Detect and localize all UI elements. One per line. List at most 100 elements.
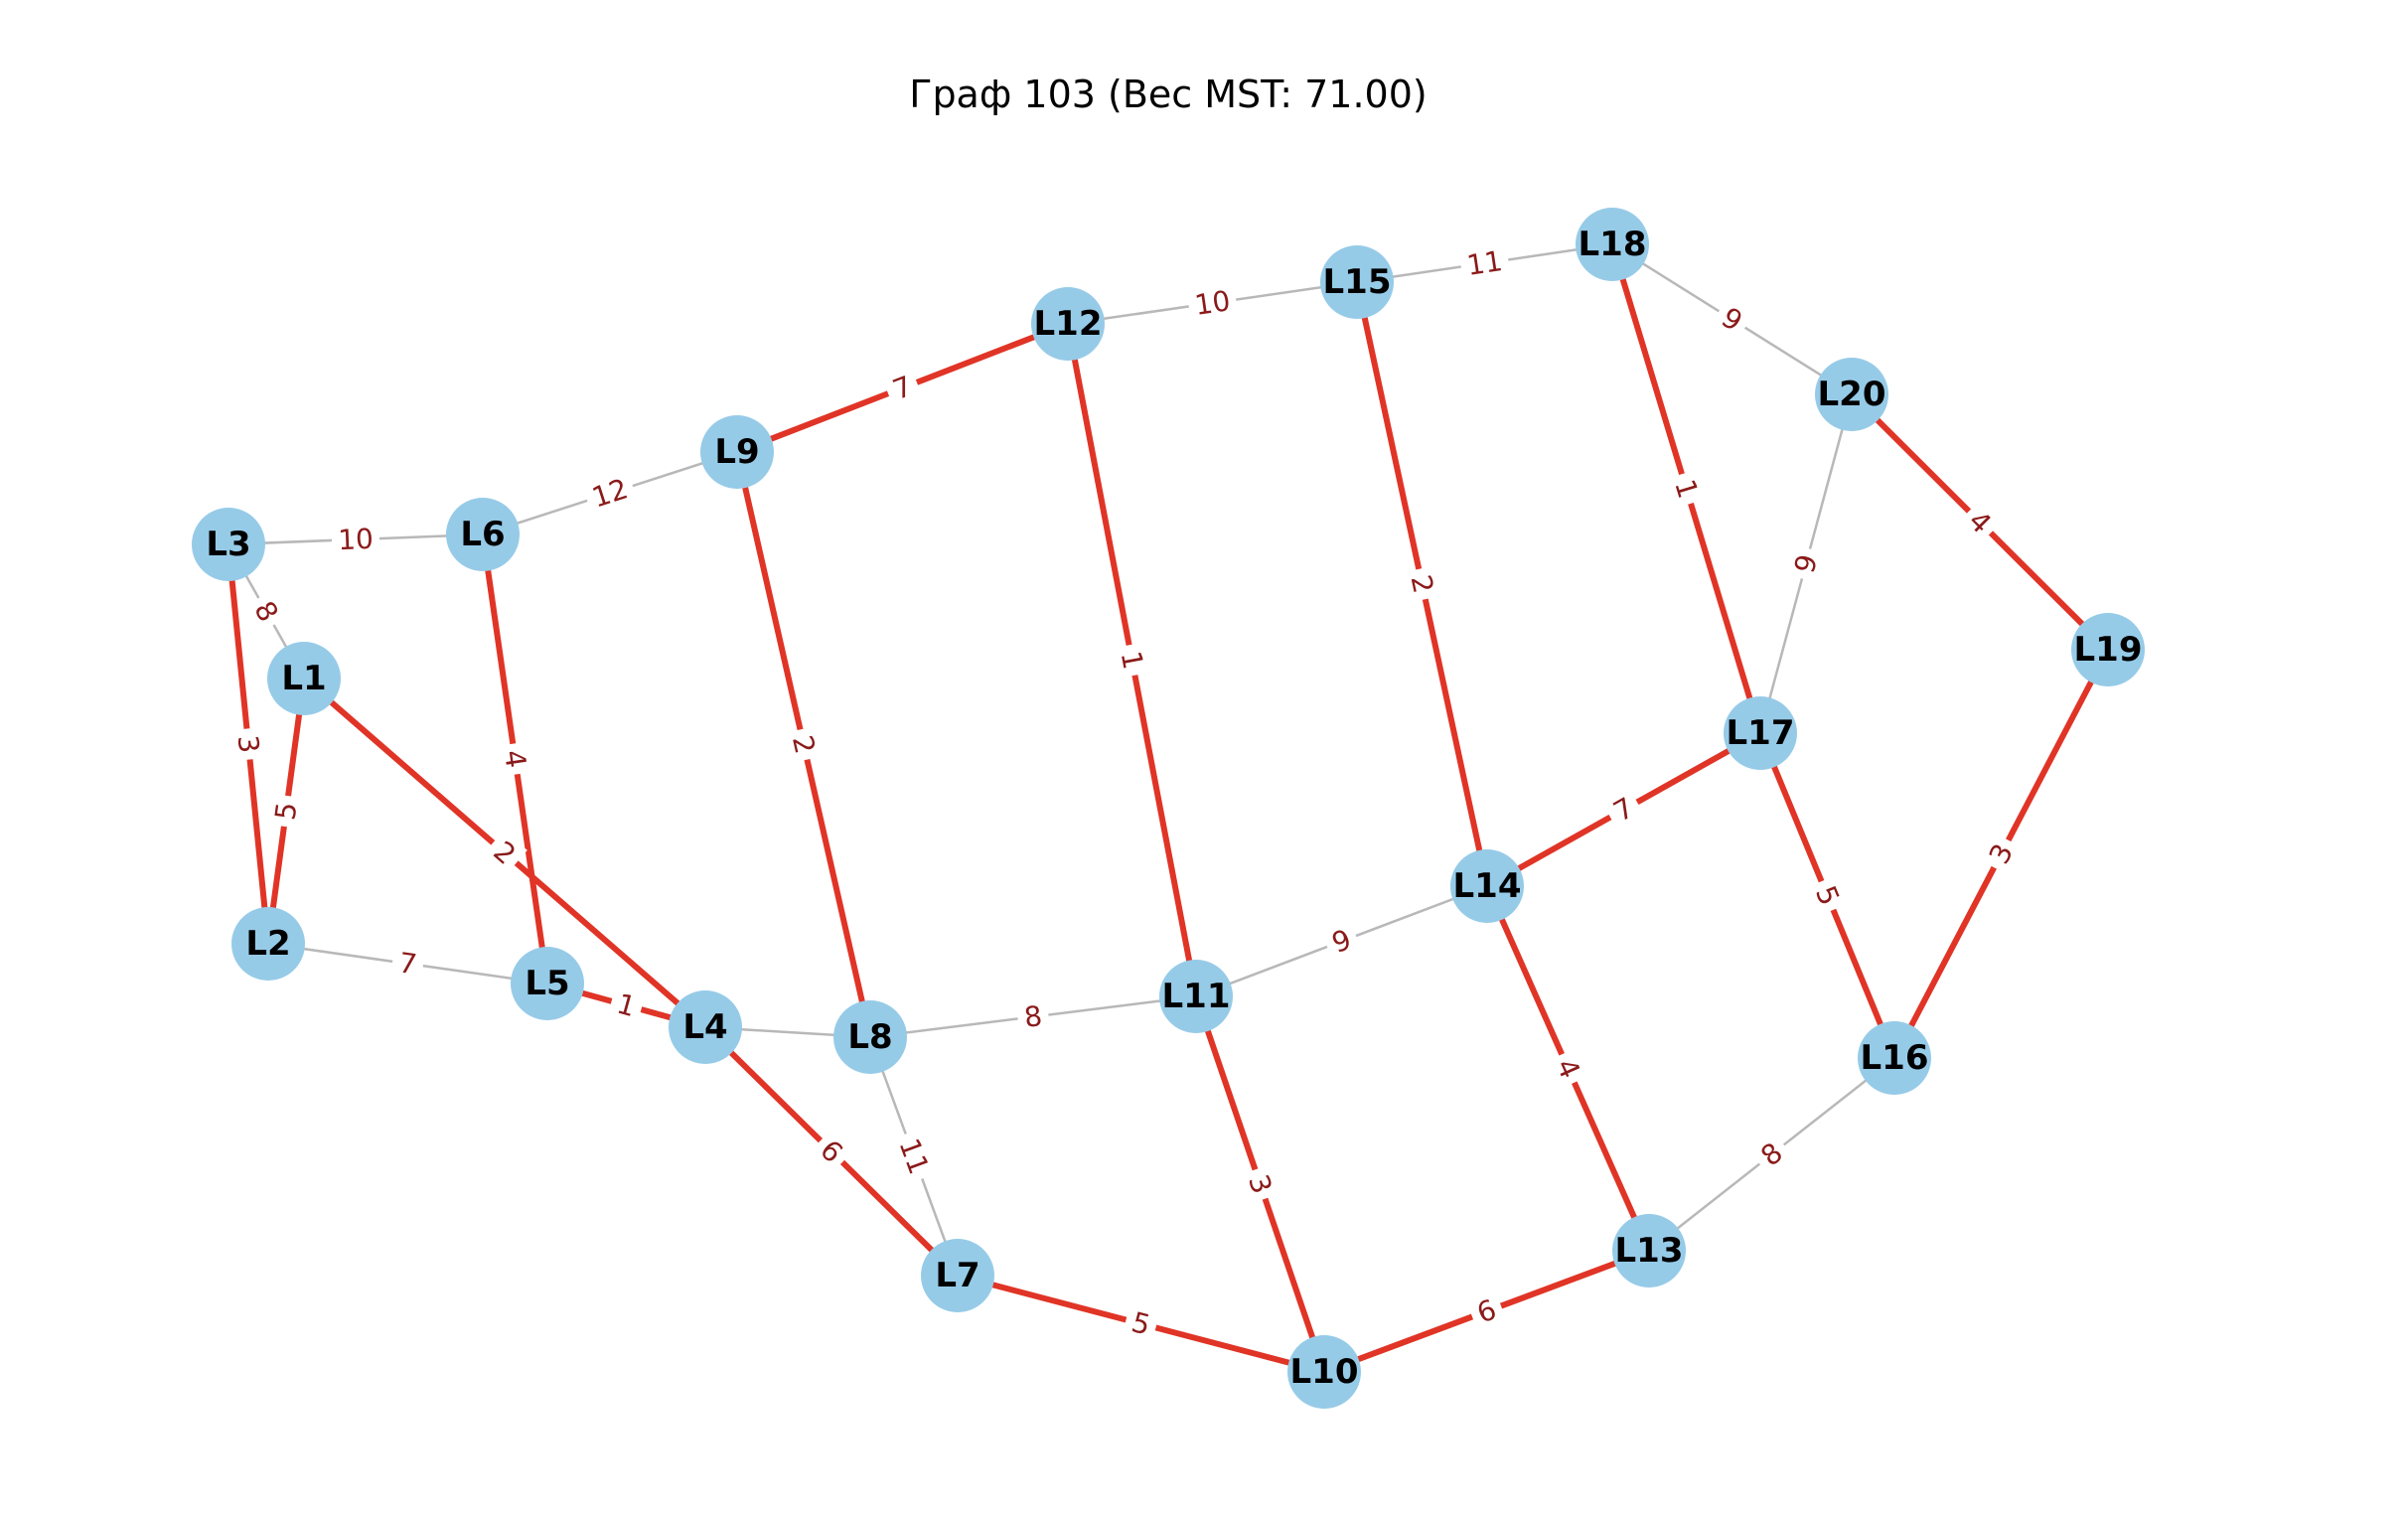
edge-weight-text: 11	[1464, 244, 1504, 282]
node-l12: L12	[1031, 287, 1105, 361]
node-label: L6	[460, 515, 505, 554]
edge-weight-background	[1710, 296, 1754, 343]
graph-title: Граф 103 (Вес MST: 71.00)	[909, 73, 1427, 116]
edge-weight-background	[331, 522, 380, 557]
edge-weight-label: 8	[243, 589, 289, 634]
edge-weight-label: 11	[1458, 242, 1511, 284]
edge-weight-background	[1785, 544, 1827, 583]
node-l2: L2	[231, 907, 305, 981]
edge-weight-text: 10	[1193, 284, 1233, 322]
edge-weight-text: 3	[231, 733, 266, 754]
edge-weight-text: 1	[1115, 649, 1150, 673]
node-circle	[669, 990, 742, 1064]
edge-weight-background	[1466, 1289, 1507, 1333]
edge-weight-background	[1546, 1047, 1590, 1090]
edge-weight-label: 7	[881, 367, 924, 409]
node-circle	[231, 907, 305, 981]
node-circle	[1858, 1021, 1931, 1095]
edge-weight-label: 2	[1402, 565, 1442, 603]
node-label: L9	[714, 432, 759, 472]
node-circle	[192, 508, 265, 581]
edge-weight-label: 11	[889, 1128, 939, 1185]
edge-weight-label: 5	[1122, 1303, 1160, 1344]
node-label: L15	[1323, 262, 1392, 302]
node-circle	[511, 947, 584, 1020]
node-l6: L6	[446, 498, 520, 571]
edge-weight-background	[809, 1129, 854, 1174]
node-circle	[1724, 696, 1797, 770]
edge-weight-background	[1186, 282, 1239, 324]
node-circle	[1320, 245, 1394, 319]
node-circle	[1815, 358, 1888, 431]
node-label: L17	[1727, 713, 1795, 753]
edge-weight-background	[1665, 469, 1708, 509]
node-l20: L20	[1815, 358, 1888, 431]
node-label: L1	[281, 659, 326, 698]
node-l19: L19	[2071, 613, 2145, 686]
node-label: L14	[1453, 866, 1522, 906]
edge-weight-background	[783, 725, 825, 764]
node-circle	[2071, 613, 2145, 686]
edge-weight-background	[889, 1128, 939, 1185]
edge-weight-label: 8	[1748, 1132, 1795, 1177]
edge-weight-label: 10	[1186, 282, 1239, 324]
edge-weight-label: 1	[607, 984, 646, 1026]
edge-weight-label: 3	[1239, 1163, 1281, 1205]
node-label: L18	[1579, 225, 1647, 264]
edge-weight-label: 4	[1546, 1047, 1590, 1090]
edge-weight-label: 10	[331, 522, 380, 557]
node-label: L16	[1861, 1038, 1929, 1078]
edge-weight-text: 5	[268, 800, 303, 822]
edge-weight-background	[496, 741, 534, 777]
node-l11: L11	[1159, 960, 1233, 1033]
edge-weight-label: 5	[267, 793, 305, 830]
node-label: L4	[682, 1007, 727, 1047]
node-circle	[833, 1000, 907, 1074]
node-label: L5	[525, 964, 569, 1003]
node-l1: L1	[267, 642, 341, 715]
edge-weight-label: 9	[1320, 920, 1363, 963]
node-l14: L14	[1450, 849, 1524, 923]
node-label: L20	[1818, 375, 1886, 414]
edge-weight-label: 3	[229, 726, 267, 762]
node-l4: L4	[669, 990, 742, 1064]
node-l9: L9	[700, 415, 774, 489]
edge-weight-background	[1320, 920, 1363, 963]
edge-weight-text: 8	[1022, 999, 1044, 1034]
edge-weight-background	[267, 793, 305, 830]
edge-weight-background	[1122, 1303, 1160, 1344]
edge-weight-text: 7	[396, 946, 418, 981]
edge-weight-background	[607, 984, 646, 1026]
edge-weight-label: 7	[1601, 787, 1646, 833]
node-l13: L13	[1612, 1214, 1686, 1287]
node-label: L12	[1034, 304, 1103, 344]
node-label: L2	[245, 924, 290, 964]
edge-weight-background	[1458, 242, 1511, 284]
edge-weight-label: 1	[1665, 469, 1708, 509]
edge-weight-background	[1748, 1132, 1795, 1177]
node-circle	[1159, 960, 1233, 1033]
node-l15: L15	[1320, 245, 1394, 319]
edge-weight-background	[389, 944, 426, 984]
edge-weight-label: 4	[496, 741, 534, 777]
edge-weight-background	[1239, 1163, 1281, 1205]
node-l17: L17	[1724, 696, 1797, 770]
edge-weight-label: 7	[389, 944, 426, 984]
node-circle	[446, 498, 520, 571]
node-circle	[1576, 208, 1649, 281]
edge-weight-label: 9	[1710, 296, 1754, 343]
edge-weight-background	[482, 830, 527, 876]
edge-weight-label: 5	[1805, 874, 1850, 917]
edge-weight-text: 4	[498, 748, 532, 770]
nodes-layer: L1 L2 L3 L4 L5 L6 L7 L8 L9 L10 L11 L12 L13 L14 L15 L16 L…	[192, 208, 2145, 1409]
edge-weight-label: 2	[783, 725, 825, 764]
node-l16: L16	[1858, 1021, 1931, 1095]
node-circle	[700, 415, 774, 489]
node-l3: L3	[192, 508, 265, 581]
edge-weight-background	[1402, 565, 1442, 603]
node-l5: L5	[511, 947, 584, 1020]
edge-weight-background	[581, 469, 639, 518]
node-l18: L18	[1576, 208, 1649, 281]
edge-weight-background	[881, 367, 924, 409]
